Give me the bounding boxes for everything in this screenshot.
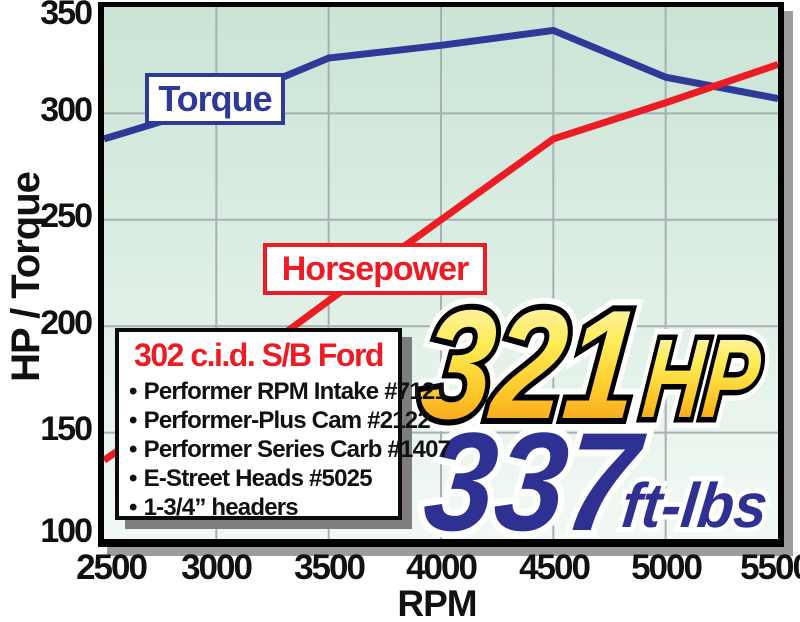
horsepower-series-label: Horsepower [263, 243, 487, 295]
peak-torque-unit-halo: ft-lbs [619, 471, 771, 541]
y-tick-label: 100 [40, 512, 93, 550]
spec-item: Performer-Plus Cam #2122 [129, 406, 431, 435]
y-tick-label: 250 [40, 197, 93, 235]
peak-hp-value: 321 [414, 277, 647, 451]
x-tick-label: 3000 [181, 548, 253, 587]
spec-item: Performer Series Carb #1407 [129, 435, 451, 464]
peak-torque-value: 337 [418, 403, 651, 560]
torque-series-label-text: Torque [158, 78, 272, 119]
spec-item: E-Street Heads #5025 [129, 464, 394, 493]
engine-spec-box: 302 c.i.d. S/B Ford Performer RPM Intake… [115, 328, 451, 522]
horsepower-series-label-text: Horsepower [281, 249, 469, 288]
x-tick-label: 4000 [406, 548, 478, 587]
engine-spec-list: Performer RPM Intake #7121 Performer-Plu… [119, 377, 451, 522]
x-tick-label: 2500 [76, 548, 148, 587]
engine-spec-title: 302 c.i.d. S/B Ford [134, 337, 384, 373]
torque-series-label: Torque [145, 73, 285, 125]
spec-item: Performer RPM Intake #7121 [129, 377, 448, 406]
x-tick-label: 4500 [519, 548, 591, 587]
spec-item: 1-3/4” headers [129, 493, 394, 522]
peak-torque-value-halo: 337 [418, 403, 651, 560]
x-tick-label: 5000 [631, 548, 703, 587]
x-tick-label: 3500 [294, 548, 366, 587]
peak-torque-unit: ft-lbs [619, 471, 771, 541]
peak-hp-value-halo: 321 [414, 277, 647, 451]
x-axis-title: RPM [397, 583, 477, 622]
y-tick-label: 350 [40, 0, 93, 32]
x-tick-label: 5500 [740, 548, 800, 587]
peak-hp-unit: HP [637, 315, 766, 441]
peak-hp-unit-halo: HP [637, 315, 766, 441]
y-tick-label: 300 [40, 91, 93, 129]
y-tick-label: 150 [40, 410, 93, 448]
y-tick-label: 200 [40, 304, 93, 342]
